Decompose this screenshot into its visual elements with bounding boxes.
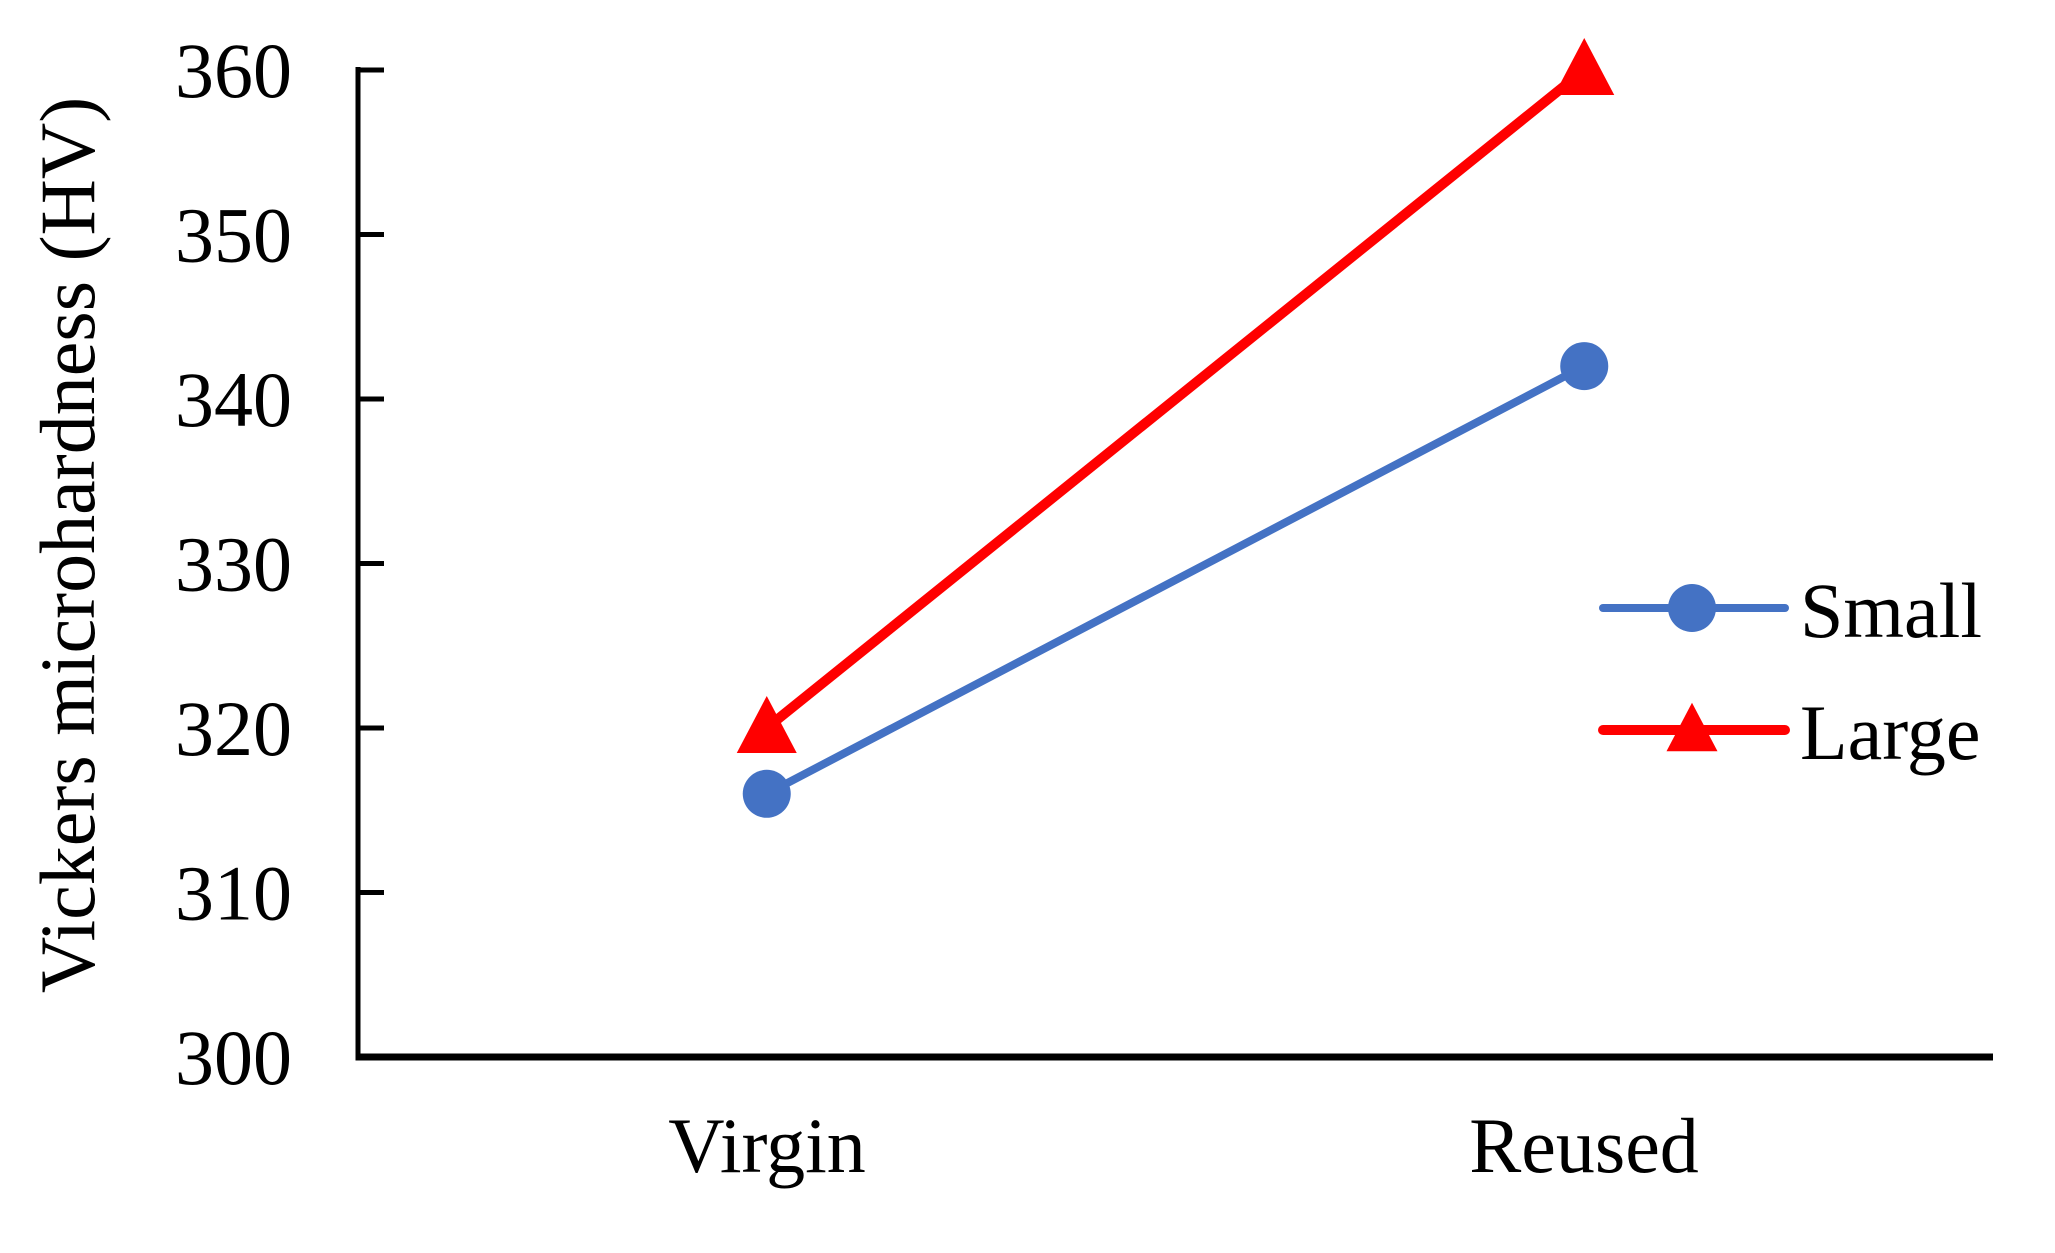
series-marker-small-1 [1560, 342, 1609, 391]
y-tick-label-320: 320 [175, 685, 292, 772]
legend-label-small: Small [1800, 567, 1983, 654]
y-tick-label-330: 330 [175, 521, 292, 608]
y-tick-label-340: 340 [175, 356, 292, 443]
legend-marker-large [1666, 702, 1718, 752]
x-category-label-virgin: Virgin [668, 1102, 866, 1189]
x-category-label-reused: Reused [1469, 1102, 1699, 1189]
series-marker-small-0 [742, 769, 791, 818]
series-line-small [762, 362, 1589, 798]
legend-marker-small [1668, 584, 1716, 632]
series-marker-large-1 [1554, 38, 1615, 95]
y-tick-label-350: 350 [175, 192, 292, 279]
series-line-large [761, 65, 1590, 733]
legend-label-large: Large [1800, 689, 1981, 776]
series-marker-large-0 [736, 696, 797, 753]
y-tick-label-300: 300 [175, 1014, 292, 1101]
y-tick-label-360: 360 [175, 27, 292, 114]
y-tick-label-310: 310 [175, 850, 292, 937]
